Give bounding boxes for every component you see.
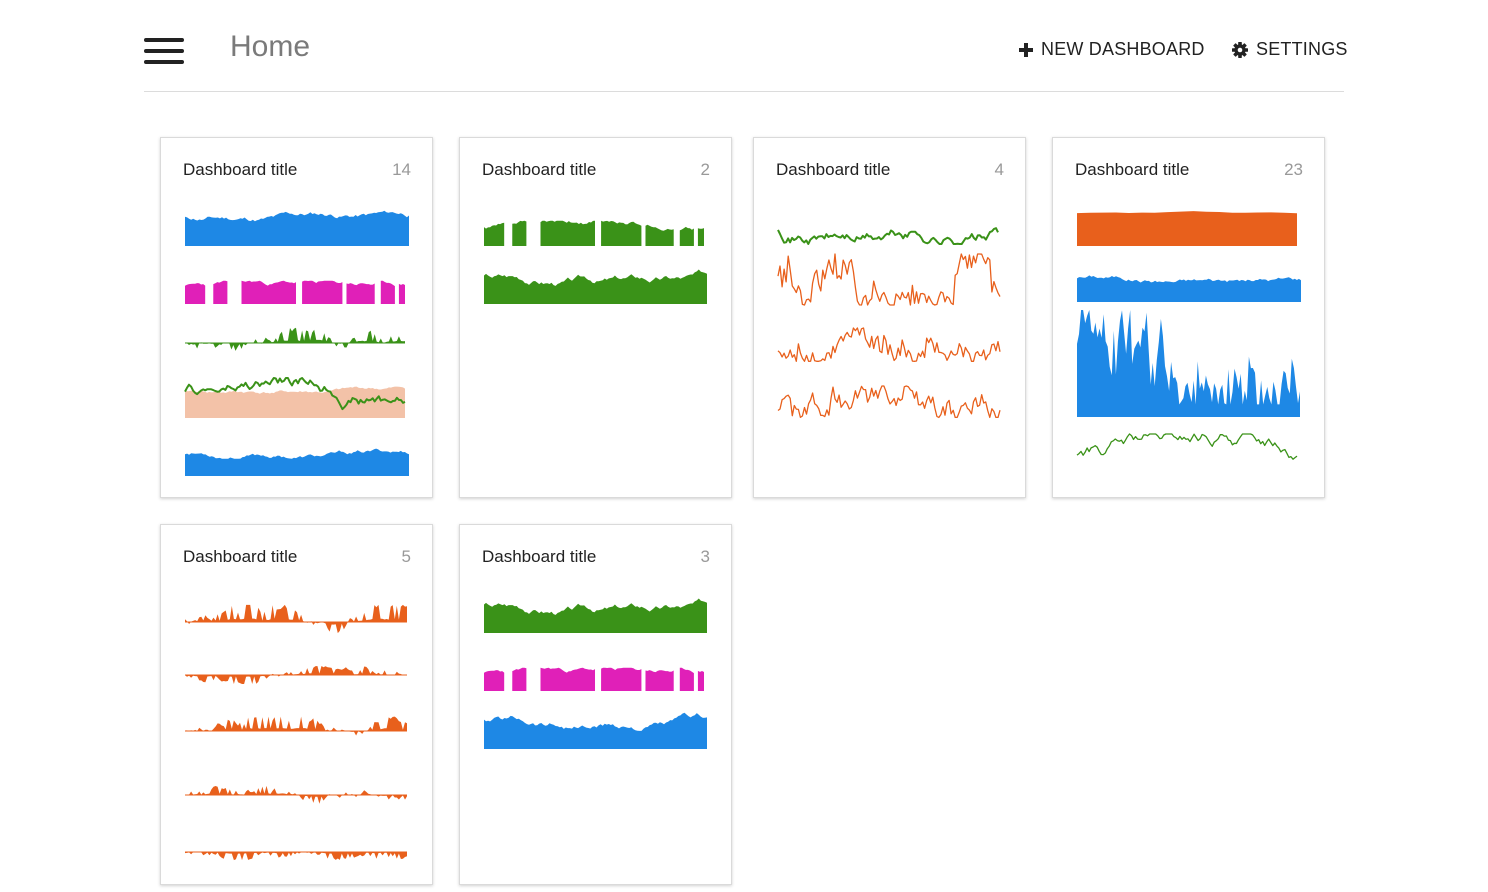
sparkline <box>777 253 1001 306</box>
new-dashboard-label: NEW DASHBOARD <box>1041 39 1205 59</box>
sparkline-area <box>185 604 407 634</box>
sparkline <box>1077 310 1300 417</box>
sparkline-line <box>777 253 1001 306</box>
sparkline <box>185 448 409 476</box>
sparkline <box>185 851 407 861</box>
hamburger-menu-icon[interactable] <box>144 38 184 64</box>
sparkline-area <box>185 851 407 861</box>
sparkline-area <box>697 228 704 246</box>
sparkline <box>777 227 999 245</box>
sparkline-area <box>185 716 407 736</box>
sparkline-area <box>241 280 297 304</box>
sparkline-area <box>185 448 409 476</box>
sparkline-area <box>1077 211 1297 246</box>
dashboard-count: 5 <box>401 547 411 566</box>
sparkline-area <box>398 283 405 304</box>
sparkline <box>1077 211 1297 246</box>
plus-icon <box>1019 42 1033 57</box>
sparklines <box>1076 211 1301 460</box>
sparkline-area <box>346 283 375 304</box>
sparkline-line <box>184 377 406 411</box>
dashboard-title: Dashboard title <box>183 160 298 179</box>
sparkline-line <box>777 385 1001 419</box>
sparkline <box>185 327 405 351</box>
dashboard-card[interactable]: Dashboard title 2 <box>459 137 732 498</box>
sparkline-area <box>484 269 707 304</box>
sparkline <box>184 377 406 411</box>
sparkline <box>484 598 707 633</box>
sparkline-area <box>540 667 596 691</box>
dashboard-count: 14 <box>392 160 411 179</box>
sparkline-area <box>484 222 505 246</box>
dashboard-title: Dashboard title <box>1075 160 1190 179</box>
dashboard-count: 4 <box>994 160 1004 179</box>
sparkline-area <box>484 670 505 691</box>
sparkline-line <box>1076 433 1298 460</box>
sparkline <box>484 712 707 749</box>
sparkline-area <box>679 226 694 246</box>
sparkline <box>185 716 407 736</box>
dashboard-count: 3 <box>700 547 710 566</box>
sparkline-area <box>484 598 707 633</box>
sparkline-area <box>512 667 527 691</box>
sparkline <box>1077 275 1301 302</box>
sparkline-area <box>380 280 395 304</box>
sparklines <box>185 604 407 861</box>
sparklines <box>184 210 409 476</box>
sparkline-area <box>185 210 409 246</box>
sparkline-area <box>679 667 694 691</box>
sparkline <box>185 210 409 246</box>
sparkline <box>185 666 407 684</box>
dashboard-count: 23 <box>1284 160 1303 179</box>
sparkline <box>1076 433 1298 460</box>
page-title: Home <box>230 30 311 63</box>
sparkline <box>777 327 1001 362</box>
top-bar: Home NEW DASHBOARD SETTINGS <box>144 0 1347 92</box>
dashboard-title: Dashboard title <box>482 160 597 179</box>
sparkline-area <box>601 667 642 691</box>
dashboard-title: Dashboard title <box>183 547 298 566</box>
sparkline <box>777 385 1001 419</box>
sparkline-area <box>540 220 596 246</box>
sparkline-area <box>1077 310 1300 417</box>
dashboard-card[interactable]: Dashboard title 14 <box>160 137 433 498</box>
sparkline-area <box>484 712 707 749</box>
dashboard-card[interactable]: Dashboard title 23 <box>1052 137 1325 498</box>
sparkline-area <box>697 670 704 691</box>
sparkline <box>185 386 405 418</box>
sparkline-area <box>601 220 642 246</box>
sparkline-line <box>777 327 1001 362</box>
dashboard-card[interactable]: Dashboard title 5 <box>160 524 433 885</box>
dashboard-title: Dashboard title <box>776 160 891 179</box>
sparklines <box>484 598 707 749</box>
sparkline <box>484 667 704 691</box>
sparkline-area <box>185 327 405 351</box>
sparklines <box>777 227 1001 419</box>
gear-icon <box>1232 41 1248 58</box>
sparkline-area <box>645 224 674 246</box>
dashboard-card[interactable]: Dashboard title 3 <box>459 524 732 885</box>
sparkline-area <box>213 280 228 304</box>
dashboard-card[interactable]: Dashboard title 4 <box>753 137 1026 498</box>
sparkline-area <box>185 386 405 418</box>
sparkline-area <box>1077 275 1301 302</box>
dashboard-count: 2 <box>700 160 710 179</box>
sparkline <box>185 785 407 804</box>
sparklines <box>484 220 707 304</box>
sparkline-area <box>512 220 527 246</box>
settings-label: SETTINGS <box>1256 39 1348 59</box>
sparkline-line <box>777 227 999 245</box>
sparkline <box>185 280 405 304</box>
sparkline <box>484 269 707 304</box>
settings-button[interactable]: SETTINGS <box>1232 39 1348 60</box>
new-dashboard-button[interactable]: NEW DASHBOARD <box>1019 39 1205 60</box>
dashboard-title: Dashboard title <box>482 547 597 566</box>
sparkline <box>185 604 407 634</box>
sparkline-area <box>185 283 206 304</box>
sparkline-area <box>302 280 343 304</box>
sparkline <box>484 220 704 246</box>
sparkline-area <box>645 670 674 691</box>
